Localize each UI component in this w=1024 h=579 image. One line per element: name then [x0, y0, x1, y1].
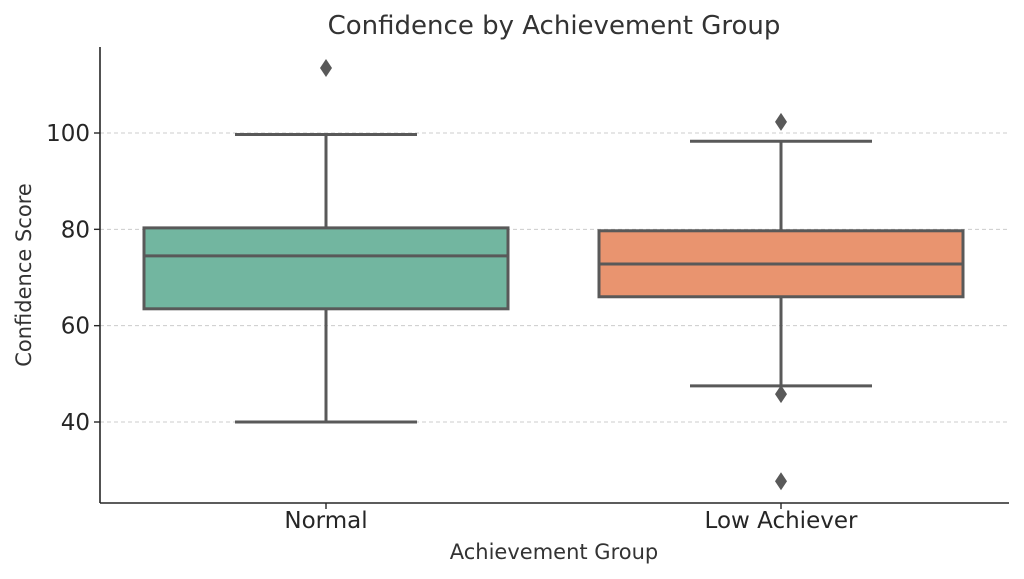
outlier-point: [775, 385, 787, 404]
outlier-point: [320, 58, 332, 77]
y-tick-label: 60: [61, 314, 90, 340]
box-series: [142, 58, 965, 491]
chart-title: Confidence by Achievement Group: [328, 11, 781, 41]
outlier-point: [775, 112, 787, 131]
x-axis-ticks: Normal Low Achiever: [284, 503, 858, 534]
y-axis-ticks: 40 60 80 100: [46, 121, 100, 436]
iqr-box: [142, 226, 510, 311]
box-low-achiever: [597, 112, 965, 491]
x-axis-label: Achievement Group: [450, 540, 658, 564]
outlier-point: [775, 472, 787, 491]
x-tick-label: Normal: [284, 508, 367, 534]
y-tick-label: 40: [61, 410, 90, 436]
x-tick-label: Low Achiever: [705, 508, 858, 534]
box-normal: [142, 58, 510, 424]
y-axis-label: Confidence Score: [12, 183, 36, 367]
y-tick-label: 80: [61, 217, 90, 243]
y-tick-label: 100: [46, 121, 90, 147]
